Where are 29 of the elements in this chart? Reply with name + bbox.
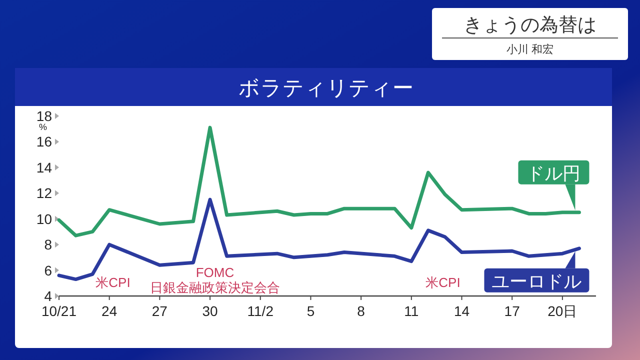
chart-title: ボラティリティー: [238, 77, 414, 100]
y-tick-label: 12: [36, 185, 52, 202]
x-tick-label: 8: [357, 303, 366, 319]
y-tick-label: 4: [44, 288, 52, 304]
y-axis-title: %: [38, 122, 48, 132]
x-tick-label: 24: [102, 303, 118, 319]
y-tick-label: 10: [36, 210, 52, 227]
annotation: 米CPI: [96, 275, 130, 290]
y-tick-label: 6: [44, 262, 52, 278]
x-tick-label: 20日: [548, 303, 578, 319]
x-tick-label: 30: [202, 303, 218, 319]
x-tick-label: 10/21: [41, 303, 77, 319]
text: きょうの為替は: [464, 15, 596, 36]
x-tick-label: 11: [404, 303, 419, 319]
x-tick-label: 17: [504, 303, 520, 319]
text: 小川 和宏: [506, 43, 554, 56]
y-tick-label: 14: [36, 159, 52, 176]
y-tick-label: 16: [36, 134, 52, 150]
x-tick-label: 5: [306, 303, 315, 319]
legend-label: ユーロドル: [492, 271, 582, 292]
y-tick-label: 18: [36, 108, 52, 124]
y-tick-label: 8: [44, 236, 52, 253]
x-tick-label: 14: [454, 303, 470, 319]
series-label: ドル円: [518, 160, 590, 210]
annotation: FOMC 日銀金融政策決定会合: [150, 265, 280, 295]
series-label: ドル円: [526, 163, 581, 184]
x-tick-label: 11/2: [247, 303, 274, 319]
annotation: 米CPI: [426, 275, 460, 290]
x-tick-label: 27: [152, 303, 168, 319]
